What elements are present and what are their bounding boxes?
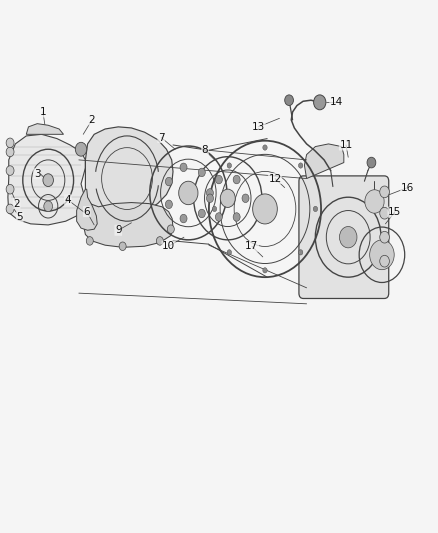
Circle shape [198,168,205,176]
Text: 9: 9 [115,225,122,235]
Text: 17: 17 [245,241,258,251]
Circle shape [263,268,267,273]
Text: 10: 10 [162,241,175,251]
Circle shape [380,255,389,267]
Circle shape [380,186,389,198]
Circle shape [180,214,187,223]
Circle shape [198,209,205,218]
Circle shape [253,194,277,224]
Circle shape [339,227,357,248]
Circle shape [6,184,14,194]
Circle shape [180,163,187,172]
Circle shape [166,177,173,186]
Text: 2: 2 [88,115,95,125]
Circle shape [220,189,235,207]
Text: 7: 7 [158,133,165,142]
Circle shape [215,213,223,221]
Circle shape [156,237,163,245]
Circle shape [6,166,14,175]
Text: 1: 1 [39,107,46,117]
Circle shape [167,225,174,233]
Circle shape [370,240,394,270]
Text: 8: 8 [201,146,208,155]
Circle shape [242,194,249,203]
Polygon shape [85,127,173,215]
Text: 6: 6 [83,207,90,216]
Circle shape [6,204,14,214]
Circle shape [212,206,217,212]
Circle shape [227,163,232,168]
Circle shape [44,201,53,212]
Text: 2: 2 [13,199,20,208]
Text: 4: 4 [64,195,71,205]
Circle shape [119,242,126,251]
Circle shape [233,213,240,221]
Circle shape [206,194,213,203]
Circle shape [285,95,293,106]
Circle shape [75,142,87,156]
Text: 11: 11 [339,140,353,150]
Text: 14: 14 [330,98,343,107]
Text: 5: 5 [16,212,23,222]
Text: 15: 15 [388,207,401,217]
Circle shape [43,174,53,187]
Text: 3: 3 [34,169,40,179]
Polygon shape [8,134,85,225]
Circle shape [313,206,318,212]
Circle shape [206,189,213,197]
Circle shape [380,231,389,243]
Circle shape [365,190,384,213]
Circle shape [215,175,223,184]
Circle shape [86,237,93,245]
Circle shape [380,207,389,219]
Circle shape [263,145,267,150]
Circle shape [233,175,240,184]
Circle shape [6,138,14,148]
Text: 13: 13 [252,122,265,132]
Polygon shape [83,200,173,247]
Circle shape [6,147,14,157]
Text: 16: 16 [401,183,414,192]
FancyBboxPatch shape [299,176,389,298]
Circle shape [227,249,232,255]
Text: 12: 12 [268,174,282,183]
Circle shape [367,157,376,168]
Polygon shape [77,189,97,230]
Polygon shape [304,144,344,179]
Polygon shape [26,124,64,134]
Circle shape [298,249,303,255]
Circle shape [298,163,303,168]
Circle shape [166,200,173,208]
Circle shape [179,181,198,205]
Circle shape [314,95,326,110]
